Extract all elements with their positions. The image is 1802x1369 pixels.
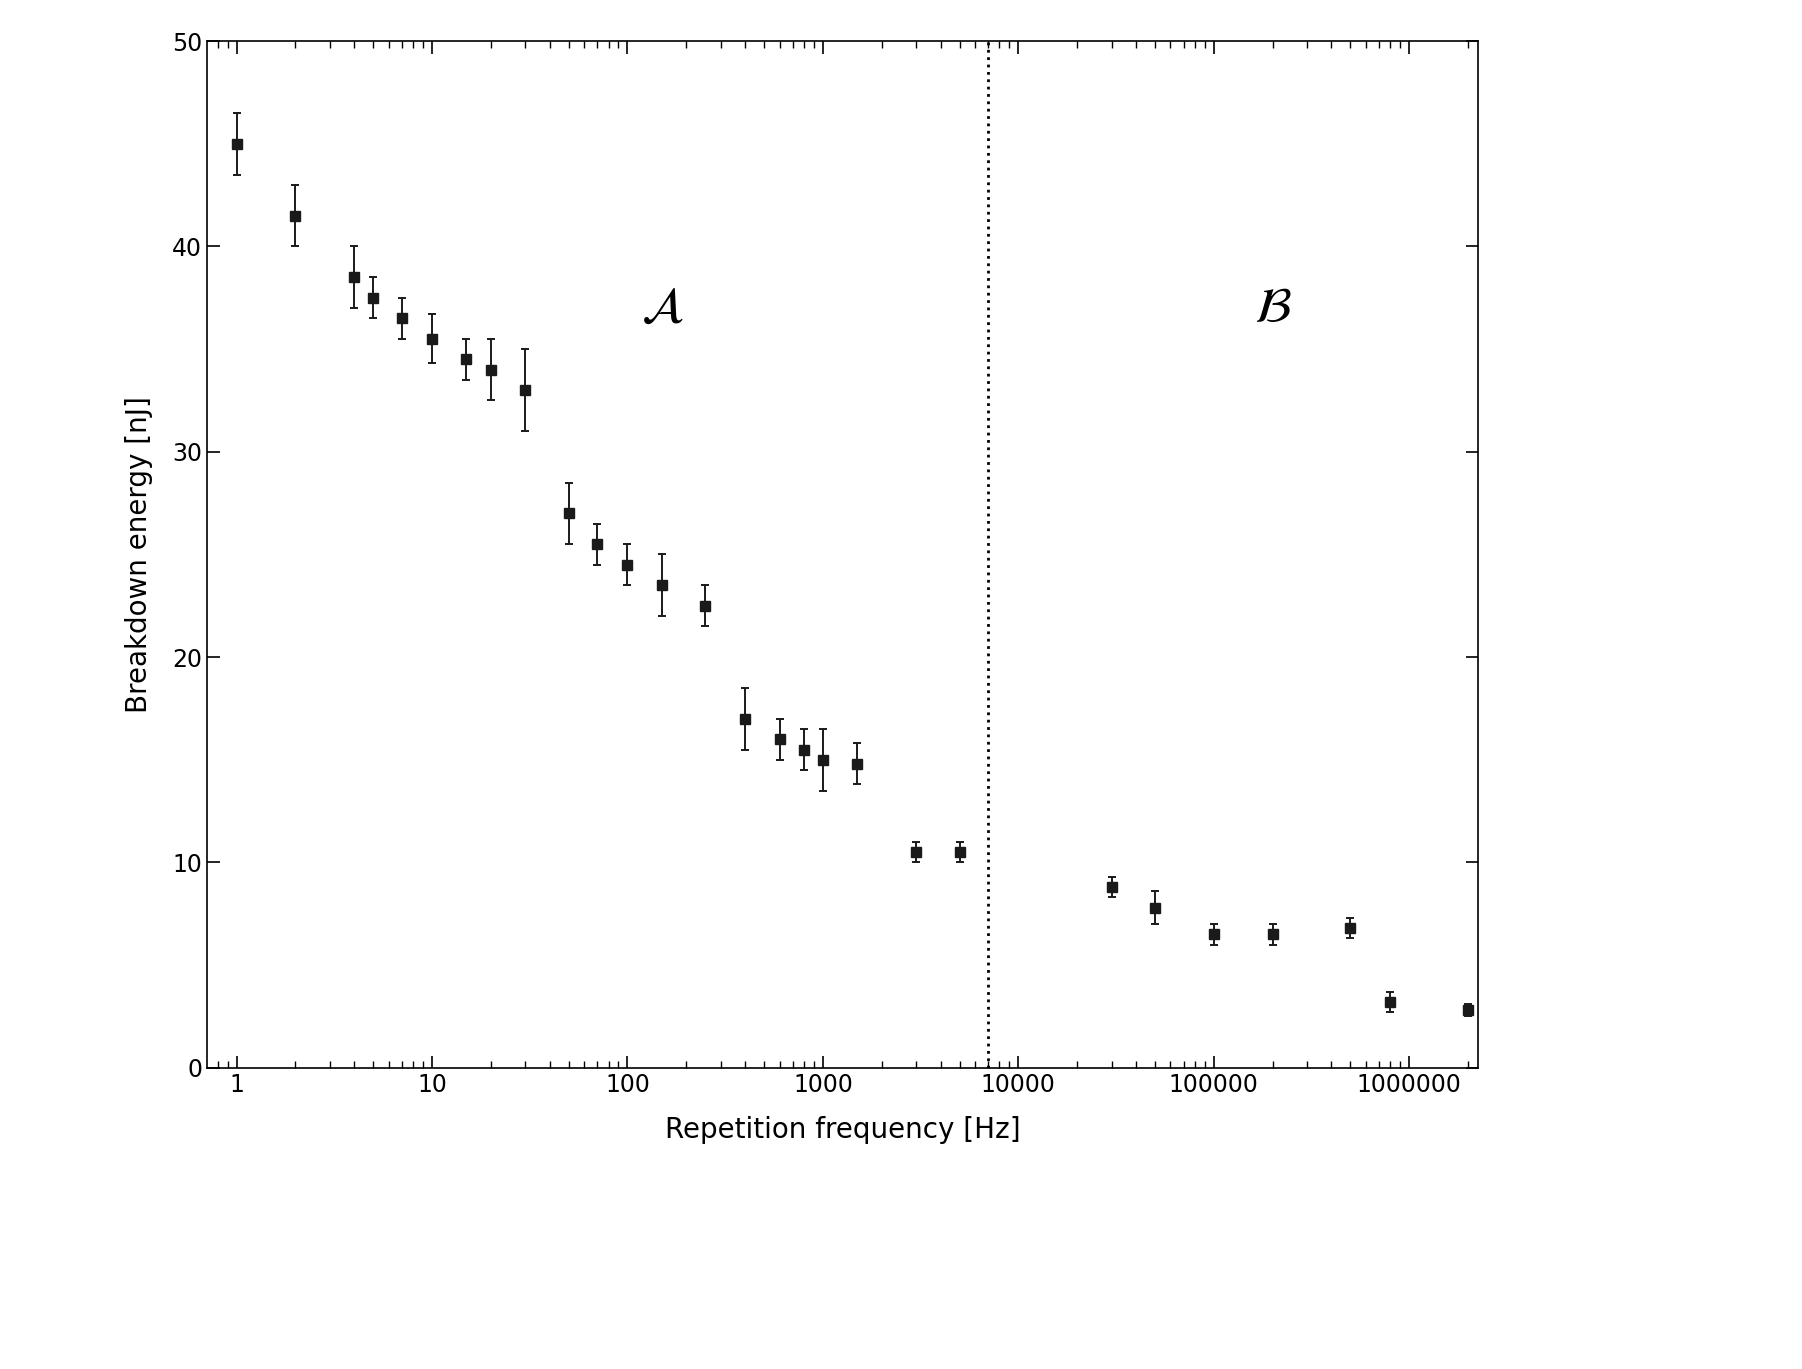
X-axis label: Repetition frequency [Hz]: Repetition frequency [Hz] [665, 1116, 1020, 1144]
Y-axis label: Breakdown energy [nJ]: Breakdown energy [nJ] [124, 396, 153, 713]
Text: $\mathcal{B}$: $\mathcal{B}$ [1254, 283, 1292, 333]
Text: $\mathcal{A}$: $\mathcal{A}$ [640, 283, 683, 333]
